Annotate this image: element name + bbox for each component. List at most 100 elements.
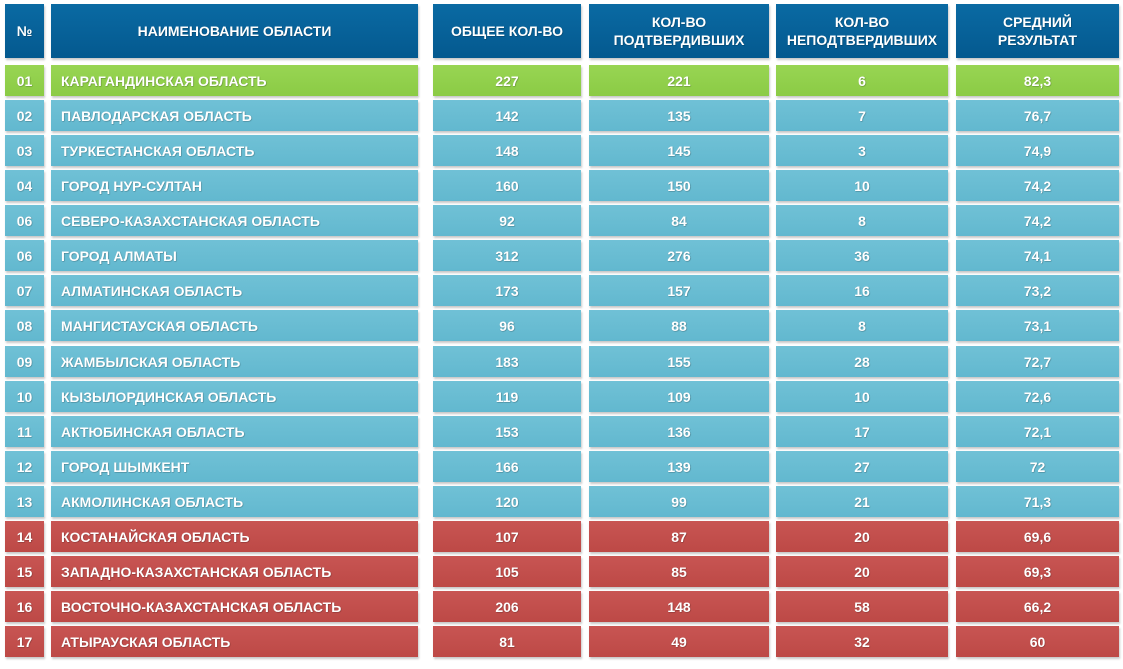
table-row: 08 МАНГИСТАУСКАЯ ОБЛАСТЬ 96 88 8 73,1 bbox=[0, 310, 1123, 341]
table-row: 01 КАРАГАНДИНСКАЯ ОБЛАСТЬ 227 221 6 82,3 bbox=[0, 65, 1123, 96]
cell-average-result: 72,6 bbox=[956, 381, 1119, 412]
cell-number-value: 15 bbox=[16, 563, 33, 580]
cell-confirmed-count: 139 bbox=[589, 451, 769, 482]
cell-confirmed-count: 84 bbox=[589, 205, 769, 236]
cell-unconfirmed-count: 20 bbox=[776, 521, 948, 552]
cell-number: 15 bbox=[5, 556, 44, 587]
cell-number: 03 bbox=[5, 135, 44, 166]
cell-region-name-value: ЖАМБЫЛСКАЯ ОБЛАСТЬ bbox=[61, 353, 241, 370]
table-row: 07 АЛМАТИНСКАЯ ОБЛАСТЬ 173 157 16 73,2 bbox=[0, 275, 1123, 306]
table-row: 13 АКМОЛИНСКАЯ ОБЛАСТЬ 120 99 21 71,3 bbox=[0, 486, 1123, 517]
table-row: 16 ВОСТОЧНО-КАЗАХСТАНСКАЯ ОБЛАСТЬ 206 148 58… bbox=[0, 591, 1123, 622]
cell-average-result: 82,3 bbox=[956, 65, 1119, 96]
cell-unconfirmed-count: 27 bbox=[776, 451, 948, 482]
cell-unconfirmed-count-value: 6 bbox=[858, 72, 866, 89]
cell-average-result-value: 72 bbox=[1029, 458, 1046, 475]
cell-average-result-value: 74,2 bbox=[1023, 212, 1052, 229]
cell-average-result: 72 bbox=[956, 451, 1119, 482]
header-region-name-label: НАИМЕНОВАНИЕ ОБЛАСТИ bbox=[137, 23, 332, 39]
cell-unconfirmed-count: 7 bbox=[776, 100, 948, 131]
cell-unconfirmed-count-value: 32 bbox=[854, 633, 870, 650]
cell-number: 09 bbox=[5, 346, 44, 377]
cell-total-count-value: 120 bbox=[495, 493, 519, 510]
cell-unconfirmed-count-value: 10 bbox=[854, 388, 870, 405]
table-row: 09 ЖАМБЫЛСКАЯ ОБЛАСТЬ 183 155 28 72,7 bbox=[0, 346, 1123, 377]
cell-total-count-value: 183 bbox=[495, 353, 519, 370]
cell-total-count-value: 206 bbox=[495, 598, 519, 615]
cell-region-name: СЕВЕРО-КАЗАХСТАНСКАЯ ОБЛАСТЬ bbox=[51, 205, 418, 236]
header-average-line2: РЕЗУЛЬТАТ bbox=[997, 32, 1078, 48]
cell-number-value: 17 bbox=[16, 633, 33, 650]
cell-region-name-value: КОСТАНАЙСКАЯ ОБЛАСТЬ bbox=[61, 528, 250, 545]
cell-confirmed-count-value: 221 bbox=[667, 72, 691, 89]
cell-confirmed-count: 276 bbox=[589, 240, 769, 271]
cell-average-result: 66,2 bbox=[956, 591, 1119, 622]
header-confirmed-line1: КОЛ-ВО bbox=[651, 14, 707, 30]
cell-average-result: 74,9 bbox=[956, 135, 1119, 166]
cell-total-count-value: 148 bbox=[495, 142, 519, 159]
cell-total-count: 173 bbox=[433, 275, 581, 306]
cell-number-value: 13 bbox=[16, 493, 33, 510]
cell-average-result-value: 74,2 bbox=[1023, 177, 1052, 194]
cell-confirmed-count-value: 136 bbox=[667, 423, 691, 440]
cell-region-name: АКМОЛИНСКАЯ ОБЛАСТЬ bbox=[51, 486, 418, 517]
cell-unconfirmed-count: 20 bbox=[776, 556, 948, 587]
cell-average-result-value: 73,1 bbox=[1023, 317, 1052, 334]
table-row: 15 ЗАПАДНО-КАЗАХСТАНСКАЯ ОБЛАСТЬ 105 85 20 69… bbox=[0, 556, 1123, 587]
cell-confirmed-count-value: 135 bbox=[667, 107, 691, 124]
cell-average-result-value: 66,2 bbox=[1023, 598, 1052, 615]
cell-average-result-value: 71,3 bbox=[1023, 493, 1052, 510]
cell-average-result: 69,3 bbox=[956, 556, 1119, 587]
cell-unconfirmed-count-value: 58 bbox=[854, 598, 870, 615]
cell-unconfirmed-count-value: 21 bbox=[854, 493, 870, 510]
cell-unconfirmed-count: 10 bbox=[776, 170, 948, 201]
cell-region-name-value: АТЫРАУСКАЯ ОБЛАСТЬ bbox=[61, 633, 231, 650]
cell-number: 14 bbox=[5, 521, 44, 552]
cell-average-result: 60 bbox=[956, 626, 1119, 657]
cell-number-value: 03 bbox=[16, 142, 33, 159]
header-unconfirmed-text: КОЛ-ВО НЕПОДТВЕРДИВШИХ bbox=[787, 13, 937, 49]
cell-total-count: 183 bbox=[433, 346, 581, 377]
header-average-text: СРЕДНИЙ РЕЗУЛЬТАТ bbox=[998, 13, 1077, 49]
cell-total-count: 227 bbox=[433, 65, 581, 96]
cell-number-value: 16 bbox=[16, 598, 33, 615]
cell-average-result-value: 76,7 bbox=[1023, 107, 1052, 124]
cell-unconfirmed-count-value: 7 bbox=[858, 107, 866, 124]
cell-number: 01 bbox=[5, 65, 44, 96]
cell-confirmed-count: 49 bbox=[589, 626, 769, 657]
cell-number-value: 14 bbox=[16, 528, 33, 545]
cell-number: 04 bbox=[5, 170, 44, 201]
cell-region-name-value: ГОРОД АЛМАТЫ bbox=[61, 247, 177, 264]
cell-number-value: 07 bbox=[16, 282, 33, 299]
cell-region-name-value: ГОРОД ШЫМКЕНТ bbox=[61, 458, 190, 475]
cell-total-count-value: 81 bbox=[499, 633, 515, 650]
cell-region-name-value: СЕВЕРО-КАЗАХСТАНСКАЯ ОБЛАСТЬ bbox=[61, 212, 320, 229]
cell-total-count-value: 166 bbox=[495, 458, 519, 475]
cell-unconfirmed-count: 32 bbox=[776, 626, 948, 657]
cell-confirmed-count: 135 bbox=[589, 100, 769, 131]
header-average-result: СРЕДНИЙ РЕЗУЛЬТАТ bbox=[956, 4, 1119, 58]
header-number: № bbox=[5, 4, 44, 58]
cell-confirmed-count: 155 bbox=[589, 346, 769, 377]
cell-total-count-value: 142 bbox=[495, 107, 519, 124]
cell-confirmed-count: 85 bbox=[589, 556, 769, 587]
cell-average-result-value: 74,1 bbox=[1023, 247, 1052, 264]
cell-confirmed-count: 88 bbox=[589, 310, 769, 341]
table-row: 03 ТУРКЕСТАНСКАЯ ОБЛАСТЬ 148 145 3 74,9 bbox=[0, 135, 1123, 166]
header-confirmed-text: КОЛ-ВО ПОДТВЕРДИВШИХ bbox=[614, 13, 745, 49]
table-row: 04 ГОРОД НУР-СУЛТАН 160 150 10 74,2 bbox=[0, 170, 1123, 201]
cell-average-result: 72,1 bbox=[956, 416, 1119, 447]
cell-number: 17 bbox=[5, 626, 44, 657]
cell-region-name: КЫЗЫЛОРДИНСКАЯ ОБЛАСТЬ bbox=[51, 381, 418, 412]
cell-average-result-value: 73,2 bbox=[1023, 282, 1052, 299]
cell-confirmed-count-value: 145 bbox=[667, 142, 691, 159]
cell-average-result-value: 69,3 bbox=[1023, 563, 1052, 580]
cell-region-name-value: ПАВЛОДАРСКАЯ ОБЛАСТЬ bbox=[61, 107, 252, 124]
header-average-line1: СРЕДНИЙ bbox=[1002, 14, 1072, 30]
cell-total-count-value: 92 bbox=[499, 212, 515, 229]
cell-average-result-value: 60 bbox=[1029, 633, 1046, 650]
cell-total-count-value: 173 bbox=[495, 282, 519, 299]
cell-unconfirmed-count-value: 3 bbox=[858, 142, 866, 159]
cell-unconfirmed-count: 21 bbox=[776, 486, 948, 517]
